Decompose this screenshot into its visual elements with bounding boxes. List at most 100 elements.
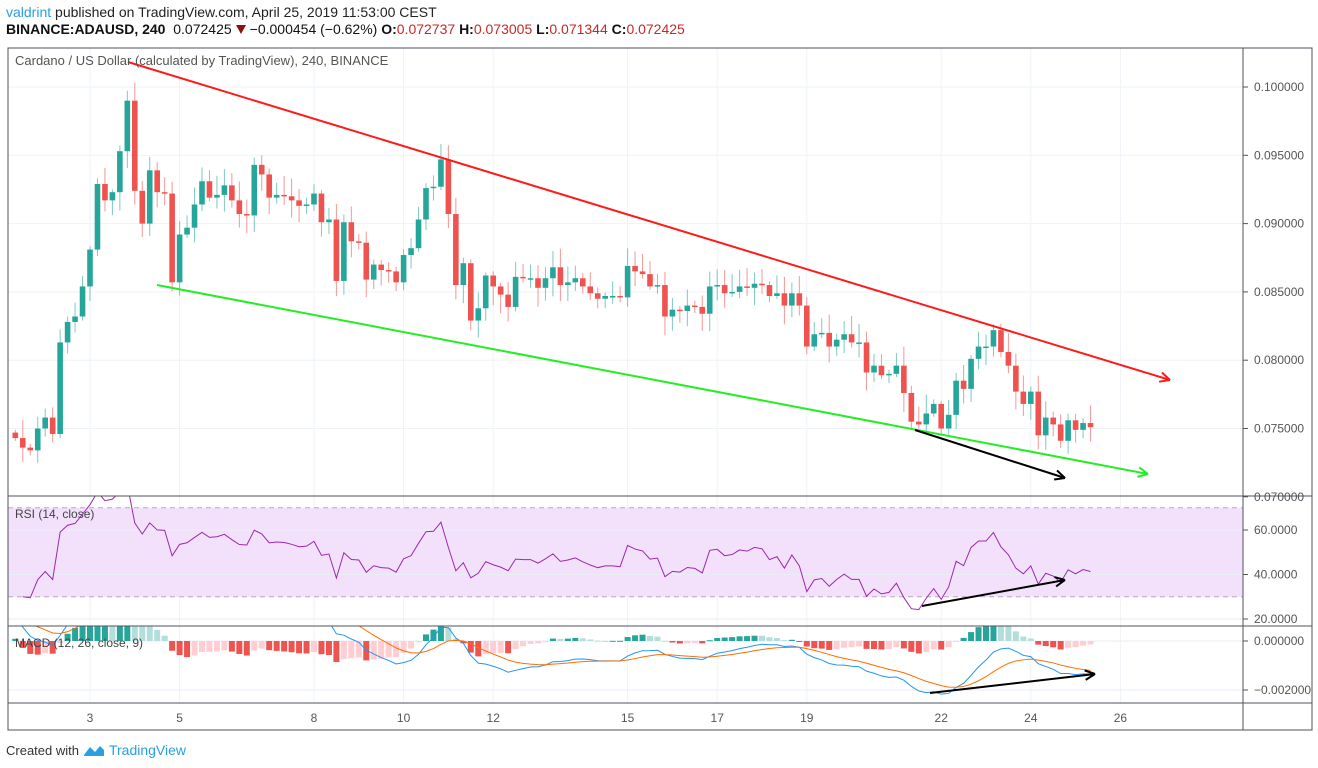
macd-histogram-bar <box>318 641 325 655</box>
candle-down <box>161 192 168 194</box>
candle-down <box>169 193 175 283</box>
tradingview-logo-icon <box>83 746 104 756</box>
macd-histogram-bar <box>109 626 116 641</box>
time-tick-label: 19 <box>800 711 814 725</box>
candle-down <box>139 190 146 224</box>
candle-down <box>49 417 56 434</box>
macd-histogram-bar <box>915 641 922 654</box>
candle-down <box>363 242 370 280</box>
macd-pane <box>12 626 1094 695</box>
macd-histogram-bar <box>184 641 191 658</box>
macd-histogram-bar <box>27 641 34 654</box>
candle-down <box>520 276 526 279</box>
macd-histogram-bar <box>490 641 497 654</box>
candle-up <box>1065 420 1071 441</box>
lower-trendline <box>156 284 1149 475</box>
candle-up <box>221 185 228 195</box>
candle-up <box>370 264 377 280</box>
macd-histogram-bar <box>572 637 579 641</box>
candle-down <box>266 174 272 198</box>
candle-down <box>102 183 108 201</box>
macd-histogram-bar <box>206 641 213 652</box>
macd-histogram-bar <box>923 641 930 653</box>
macd-histogram-bar <box>579 638 586 641</box>
candle-down <box>378 264 384 271</box>
candle-down <box>796 293 803 306</box>
candle-up <box>1042 417 1049 436</box>
candle-up <box>460 263 467 286</box>
macd-histogram-bar <box>385 641 392 658</box>
macd-histogram-bar <box>609 640 616 642</box>
rsi-label[interactable]: RSI (14, close) <box>15 507 95 521</box>
last-price: 0.072425 <box>173 21 232 37</box>
candle-up <box>729 291 735 294</box>
candle-up <box>818 332 825 335</box>
price-tick-label: 0.100000 <box>1254 80 1304 94</box>
time-tick-label: 5 <box>176 711 183 725</box>
chart-frame <box>7 47 1313 731</box>
low-value: 0.071344 <box>549 21 608 37</box>
candle-down <box>901 365 907 393</box>
macd-histogram-bar <box>983 626 989 641</box>
macd-histogram-bar <box>564 638 571 641</box>
macd-histogram-bar <box>154 629 161 641</box>
candle-up <box>72 316 78 322</box>
upper-trendline-head <box>1158 379 1171 383</box>
macd-histogram-bar <box>124 626 131 641</box>
candle-up <box>871 365 877 373</box>
macd-histogram-bar <box>475 641 482 657</box>
author-link[interactable]: valdrint <box>6 4 52 20</box>
macd-histogram-bar <box>871 641 877 650</box>
macd-histogram-bar <box>79 626 86 641</box>
time-tick-label: 24 <box>1024 711 1038 725</box>
candle-up <box>886 373 892 376</box>
macd-histogram-bar <box>594 640 601 642</box>
candle-down <box>1057 424 1064 441</box>
candle-down <box>916 421 922 425</box>
macd-histogram-bar <box>72 627 79 641</box>
candle-up <box>251 164 258 216</box>
candle-down <box>385 270 392 272</box>
open-label: O: <box>381 21 397 37</box>
candle-down <box>490 275 496 287</box>
candle-up <box>57 342 63 434</box>
candle-down <box>453 214 459 286</box>
macd-histogram-bar <box>893 641 900 648</box>
macd-histogram-bar <box>676 641 683 644</box>
candle-up <box>303 204 310 206</box>
candle-up <box>146 170 153 224</box>
tradingview-link[interactable]: TradingView <box>108 742 187 758</box>
candle-up <box>542 278 549 288</box>
candle-up <box>34 428 41 451</box>
candle-down <box>699 306 706 314</box>
macd-histogram-bar <box>542 641 549 642</box>
macd-histogram-bar <box>654 636 661 641</box>
macd-label[interactable]: MACD (12, 26, close, 9) <box>15 636 144 650</box>
macd-histogram-bar <box>325 641 332 655</box>
macd-histogram-bar <box>296 641 303 654</box>
macd-histogram-bar <box>34 641 41 655</box>
candle-down <box>580 278 586 287</box>
macd-histogram-bar <box>1057 641 1064 650</box>
macd-histogram-bar <box>445 627 452 641</box>
price-divergence-arrow-head <box>1053 477 1066 481</box>
macd-histogram-bar <box>781 639 788 641</box>
macd-histogram-bar <box>199 641 205 653</box>
candle-down <box>348 222 355 242</box>
candle-up <box>975 346 982 359</box>
time-tick-label: 3 <box>87 711 94 725</box>
down-triangle-icon <box>235 25 246 34</box>
rsi-tick-label: 60.0000 <box>1254 523 1298 537</box>
macd-histogram-bar <box>42 641 49 654</box>
macd-histogram-bar <box>1035 641 1042 645</box>
macd-histogram-bar <box>430 629 437 641</box>
candle-up <box>609 295 616 298</box>
macd-histogram-bar <box>213 641 220 652</box>
candle-up <box>930 403 937 414</box>
candle-up <box>945 414 952 429</box>
candle-up <box>109 192 116 201</box>
macd-histogram-bar <box>64 633 71 641</box>
macd-histogram-bar <box>714 637 721 641</box>
rsi-divergence-arrow <box>921 579 1066 607</box>
